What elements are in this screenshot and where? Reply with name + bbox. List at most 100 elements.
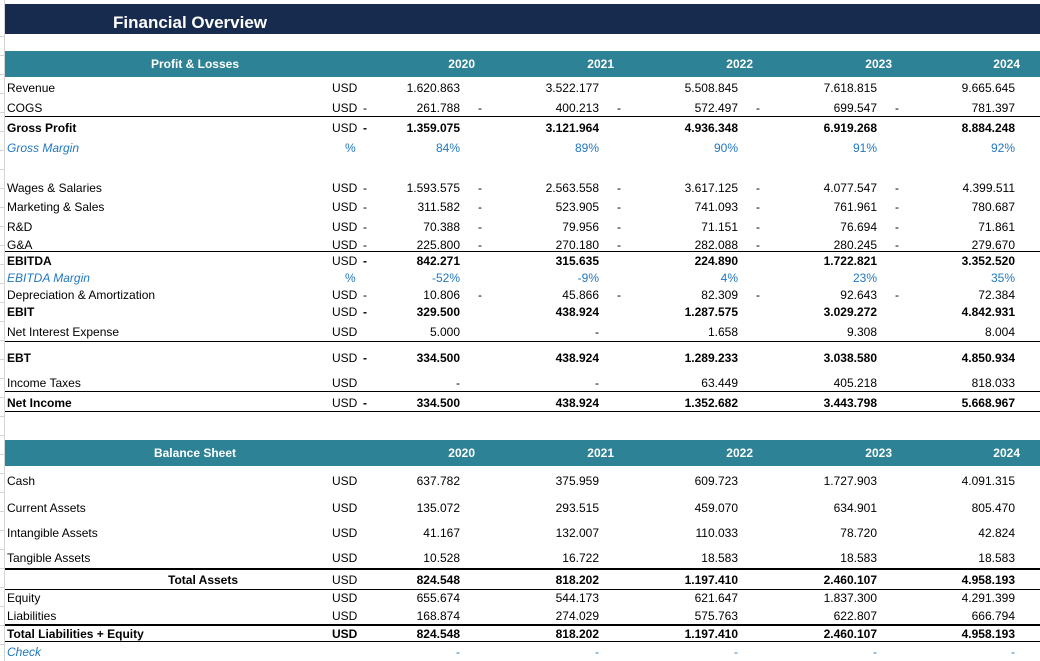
cell-2024[interactable]: 72.384 [978,288,1015,302]
cell-2020[interactable]: 10.806 [423,288,460,302]
cell-2021[interactable]: 544.173 [555,591,599,605]
cell-2023[interactable]: 78.720 [840,526,877,540]
cell-2021[interactable]: 438.924 [555,305,599,319]
cell-2023[interactable]: 2.460.107 [823,573,877,587]
cell-2024[interactable]: 5.668.967 [961,396,1015,410]
cell-2023[interactable]: 3.038.580 [823,351,877,365]
cell-2024[interactable]: 781.397 [971,101,1015,115]
cell-2024[interactable]: 818.033 [971,376,1015,390]
cell-2020[interactable]: 1.359.075 [406,121,460,135]
cell-2022[interactable]: 282.088 [694,238,738,252]
cell-2020[interactable]: 334.500 [416,396,460,410]
cell-2022[interactable]: 572.497 [694,101,738,115]
cell-2021[interactable]: -9% [577,271,599,285]
cell-2023[interactable]: 91% [852,141,877,155]
cell-2020[interactable]: 84% [435,141,460,155]
cell-2022[interactable]: 1.352.682 [684,396,738,410]
cell-2023[interactable]: 76.694 [840,220,877,234]
cell-2020[interactable]: 10.528 [423,551,460,565]
cell-2021[interactable]: 438.924 [555,396,599,410]
cell-2022[interactable]: 3.617.125 [684,181,738,195]
cell-2022[interactable]: 224.890 [694,254,738,268]
cell-2023[interactable]: 2.460.107 [823,627,877,641]
cell-2021[interactable]: 132.007 [555,526,599,540]
cell-2020[interactable]: 261.788 [416,101,460,115]
cell-2023[interactable]: 1.837.300 [823,591,877,605]
cell-2024[interactable]: 71.861 [978,220,1015,234]
cell-2020[interactable]: 70.388 [423,220,460,234]
cell-2024[interactable]: 3.352.520 [961,254,1015,268]
cell-2023[interactable]: 622.807 [833,609,877,623]
cell-2020[interactable]: 41.167 [423,526,460,540]
cell-2021[interactable]: 2.563.558 [545,181,599,195]
cell-2024[interactable]: 279.670 [971,238,1015,252]
cell-2022[interactable]: 18.583 [701,551,738,565]
cell-2021[interactable]: 523.905 [555,200,599,214]
cell-2023[interactable]: 1.727.903 [823,474,877,488]
cell-2023[interactable]: 3.029.272 [823,305,877,319]
cell-2021[interactable]: 315.635 [555,254,599,268]
cell-2021[interactable]: 89% [574,141,599,155]
cell-2020[interactable]: -52% [431,271,460,285]
cell-2022[interactable]: 5.508.845 [684,81,738,95]
cell-2022[interactable]: 575.763 [694,609,738,623]
cell-2021[interactable]: 79.956 [562,220,599,234]
cell-2021[interactable]: - [595,325,599,339]
cell-2020[interactable]: 655.674 [416,591,460,605]
cell-2022[interactable]: 71.151 [701,220,738,234]
cell-2022[interactable]: - [734,645,738,659]
cell-2021[interactable]: 400.213 [555,101,599,115]
cell-2023[interactable]: 92.643 [840,288,877,302]
cell-2020[interactable]: 5.000 [429,325,460,339]
cell-2020[interactable]: 637.782 [416,474,460,488]
cell-2020[interactable]: 1.620.863 [406,81,460,95]
cell-2021[interactable]: 438.924 [555,351,599,365]
cell-2023[interactable]: 699.547 [833,101,877,115]
cell-2024[interactable]: 8.004 [984,325,1015,339]
cell-2024[interactable]: 92% [990,141,1015,155]
cell-2023[interactable]: 9.308 [846,325,877,339]
cell-2021[interactable]: 375.959 [555,474,599,488]
cell-2023[interactable]: 4.077.547 [823,181,877,195]
cell-2021[interactable]: 293.515 [555,501,599,515]
cell-2024[interactable]: 4.091.315 [961,474,1015,488]
cell-2020[interactable]: - [456,376,460,390]
cell-2024[interactable]: 8.884.248 [961,121,1015,135]
cell-2021[interactable]: 274.029 [555,609,599,623]
cell-2023[interactable]: 7.618.815 [823,81,877,95]
cell-2024[interactable]: 4.850.934 [961,351,1015,365]
cell-2021[interactable]: - [595,376,599,390]
cell-2023[interactable]: 23% [852,271,877,285]
cell-2023[interactable]: 18.583 [840,551,877,565]
cell-2020[interactable]: 135.072 [416,501,460,515]
cell-2022[interactable]: 1.289.233 [684,351,738,365]
cell-2021[interactable]: - [595,645,599,659]
cell-2022[interactable]: 4% [720,271,738,285]
cell-2024[interactable]: 18.583 [978,551,1015,565]
cell-2023[interactable]: 761.961 [833,200,877,214]
cell-2024[interactable]: 666.794 [971,609,1015,623]
cell-2020[interactable]: 824.548 [416,573,460,587]
cell-2022[interactable]: 82.309 [701,288,738,302]
cell-2020[interactable]: 311.582 [417,200,461,214]
cell-2024[interactable]: 35% [990,271,1015,285]
cell-2020[interactable]: 168.874 [416,609,460,623]
cell-2020[interactable]: 824.548 [416,627,460,641]
cell-2024[interactable]: 4.399.511 [962,181,1016,195]
cell-2021[interactable]: 16.722 [562,551,599,565]
cell-2024[interactable]: 805.470 [971,501,1015,515]
cell-2022[interactable]: 1.658 [707,325,738,339]
cell-2020[interactable]: 225.800 [416,238,460,252]
cell-2022[interactable]: 459.070 [694,501,738,515]
cell-2023[interactable]: 405.218 [833,376,877,390]
cell-2022[interactable]: 90% [713,141,738,155]
cell-2022[interactable]: 1.197.410 [684,627,738,641]
cell-2023[interactable]: 1.722.821 [823,254,877,268]
cell-2023[interactable]: - [873,645,877,659]
cell-2022[interactable]: 110.033 [695,526,739,540]
cell-2020[interactable]: 1.593.575 [406,181,460,195]
cell-2022[interactable]: 4.936.348 [684,121,738,135]
cell-2024[interactable]: 42.824 [978,526,1015,540]
cell-2022[interactable]: 1.197.410 [684,573,738,587]
cell-2022[interactable]: 621.647 [694,591,738,605]
